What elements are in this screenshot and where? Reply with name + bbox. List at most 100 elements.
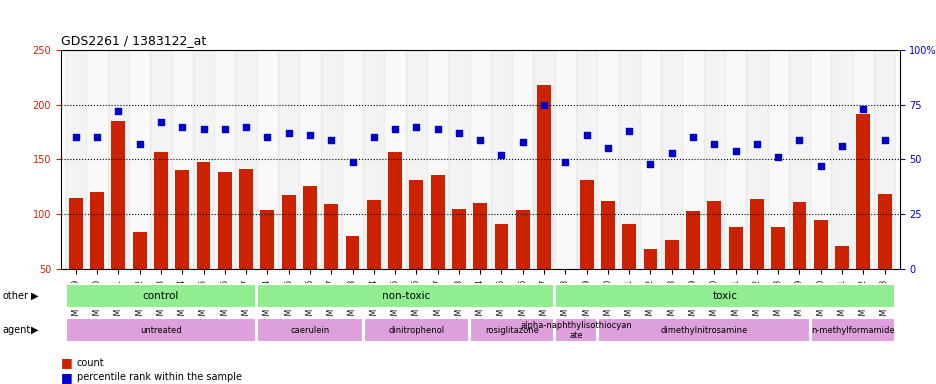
Point (472, 137, 487, 143)
Bar (86, 50, 108, 269)
Point (791, 137, 806, 143)
FancyBboxPatch shape (597, 318, 809, 343)
FancyBboxPatch shape (363, 318, 469, 343)
Bar (90, 192, 104, 323)
Bar (367, 200, 380, 323)
FancyBboxPatch shape (810, 318, 894, 343)
Bar (665, 240, 678, 323)
Bar (618, 50, 639, 269)
Text: ■: ■ (61, 356, 73, 369)
Text: dinitrophenol: dinitrophenol (388, 326, 444, 335)
Point (344, 159, 359, 165)
FancyBboxPatch shape (256, 283, 554, 308)
Bar (681, 50, 703, 269)
Point (154, 119, 168, 125)
Bar (197, 162, 211, 323)
Bar (873, 50, 894, 269)
Bar (558, 302, 572, 323)
Text: toxic: toxic (711, 291, 737, 301)
Bar (405, 50, 427, 269)
Bar (810, 50, 830, 269)
Bar (473, 203, 487, 323)
Bar (384, 50, 405, 269)
FancyBboxPatch shape (66, 283, 256, 308)
Text: alpha-naphthylisothiocyan
ate: alpha-naphthylisothiocyan ate (519, 321, 631, 340)
Point (323, 137, 338, 143)
Bar (770, 227, 784, 323)
Bar (852, 50, 873, 269)
Point (685, 134, 700, 141)
Bar (724, 50, 745, 269)
Bar (576, 50, 596, 269)
Point (664, 150, 679, 156)
Bar (154, 152, 168, 323)
Bar (431, 175, 444, 323)
Text: ▶: ▶ (31, 325, 38, 335)
Point (642, 161, 657, 167)
Bar (278, 50, 299, 269)
Text: untreated: untreated (140, 326, 182, 335)
Point (259, 134, 274, 141)
Text: agent: agent (3, 325, 31, 335)
Bar (427, 50, 447, 269)
Text: rosiglitazone: rosiglitazone (485, 326, 538, 335)
Bar (749, 199, 763, 323)
Bar (320, 50, 342, 269)
Bar (536, 85, 550, 323)
Bar (451, 209, 465, 323)
Bar (877, 194, 890, 323)
Bar (388, 152, 402, 323)
Point (578, 132, 593, 138)
Text: percentile rank within the sample: percentile rank within the sample (77, 372, 241, 382)
Bar (554, 50, 576, 269)
Bar (342, 50, 363, 269)
Bar (235, 50, 256, 269)
Point (388, 126, 402, 132)
Point (132, 141, 147, 147)
Bar (69, 198, 82, 323)
Bar (685, 211, 699, 323)
Bar (490, 50, 512, 269)
Bar (788, 50, 810, 269)
Point (812, 163, 827, 169)
Text: ■: ■ (61, 371, 73, 384)
Point (302, 132, 317, 138)
Point (451, 130, 466, 136)
Bar (707, 201, 721, 323)
Point (493, 152, 508, 158)
Bar (516, 210, 529, 323)
Text: other: other (3, 291, 29, 301)
Point (706, 141, 721, 147)
FancyBboxPatch shape (554, 318, 596, 343)
Point (239, 124, 254, 130)
Bar (813, 220, 826, 323)
Bar (129, 50, 150, 269)
Text: ▶: ▶ (31, 291, 38, 301)
Text: non-toxic: non-toxic (381, 291, 430, 301)
Bar (260, 210, 274, 323)
Text: count: count (77, 358, 104, 368)
Bar (622, 224, 636, 323)
Bar (703, 50, 724, 269)
Bar (239, 169, 253, 323)
FancyBboxPatch shape (256, 318, 362, 343)
Point (196, 126, 211, 132)
Bar (214, 50, 235, 269)
Bar (533, 50, 554, 269)
Point (281, 130, 296, 136)
Bar (792, 202, 806, 323)
FancyBboxPatch shape (66, 318, 256, 343)
Bar (150, 50, 171, 269)
Text: n-methylformamide: n-methylformamide (810, 326, 894, 335)
Point (217, 126, 232, 132)
Bar (494, 224, 508, 323)
Bar (111, 121, 125, 323)
Point (366, 134, 381, 141)
Bar (409, 180, 423, 323)
Point (536, 102, 551, 108)
Bar (66, 50, 86, 269)
FancyBboxPatch shape (554, 283, 894, 308)
Point (408, 124, 423, 130)
Bar (512, 50, 533, 269)
Bar (596, 50, 618, 269)
